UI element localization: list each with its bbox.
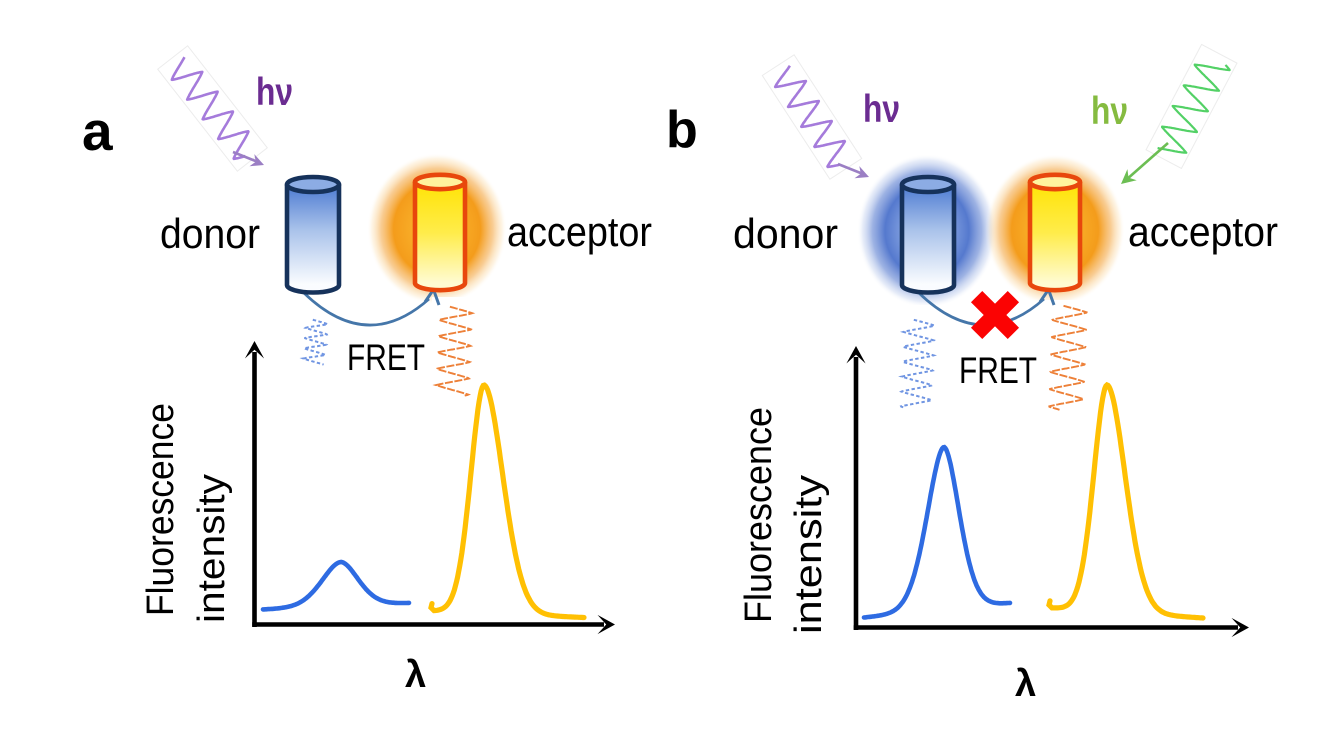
svg-text:intensity: intensity: [191, 474, 233, 623]
svg-text:acceptor: acceptor: [507, 208, 652, 255]
svg-text:donor: donor: [733, 210, 838, 257]
svg-text:Fluorescence: Fluorescence: [738, 407, 780, 623]
svg-text:λ: λ: [405, 654, 426, 696]
svg-text:b: b: [666, 101, 698, 159]
svg-text:a: a: [82, 100, 113, 162]
svg-text:hν: hν: [863, 88, 900, 131]
svg-text:FRET: FRET: [347, 337, 425, 378]
svg-text:donor: donor: [160, 210, 260, 257]
svg-text:λ: λ: [1015, 663, 1036, 705]
svg-text:hν: hν: [256, 71, 293, 114]
svg-text:intensity: intensity: [788, 475, 830, 634]
svg-text:hν: hν: [1091, 90, 1128, 133]
svg-text:Fluorescence: Fluorescence: [140, 403, 182, 616]
svg-text:FRET: FRET: [959, 350, 1037, 391]
svg-text:acceptor: acceptor: [1128, 208, 1278, 255]
